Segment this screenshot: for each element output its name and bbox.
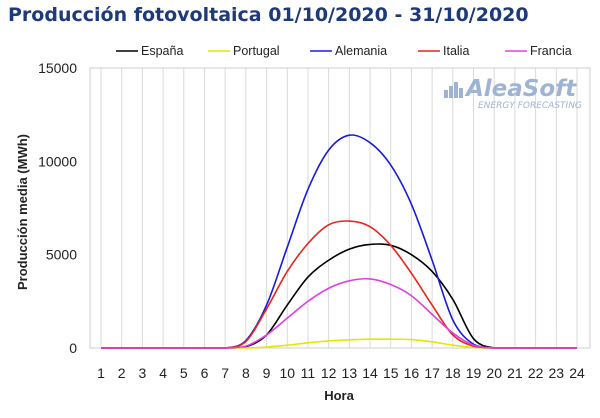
x-tick-label: 12 [321, 365, 337, 381]
x-axis-label: Hora [324, 388, 354, 403]
logo-bar [444, 90, 448, 98]
logo-bar [449, 86, 453, 98]
x-tick-label: 24 [569, 365, 585, 381]
x-tick-label: 18 [445, 365, 461, 381]
x-tick-label: 9 [263, 365, 271, 381]
y-tick-label: 5000 [46, 247, 77, 263]
x-tick-label: 21 [507, 365, 523, 381]
legend-item-portugal: Portugal [208, 44, 280, 58]
legend-label: Francia [530, 44, 572, 58]
series-line-francia [101, 277, 577, 349]
x-tick-label: 20 [486, 365, 502, 381]
legend-label: Portugal [233, 44, 280, 58]
x-tick-label: 1 [97, 365, 105, 381]
legend-item-alemania: Alemania [310, 44, 387, 58]
x-tick-label: 3 [138, 365, 146, 381]
y-tick-labels: 0 5000 10000 15000 [38, 60, 77, 356]
logo-bar [459, 88, 463, 98]
series-line-portugal [101, 338, 577, 349]
x-tick-label: 13 [342, 365, 358, 381]
chart-title: Producción fotovoltaica 01/10/2020 - 31/… [8, 4, 529, 26]
legend: España Portugal Alemania Italia Francia [116, 44, 572, 58]
series-lines [101, 134, 577, 349]
x-tick-label: 23 [549, 365, 565, 381]
legend-item-francia: Francia [505, 44, 572, 58]
x-tick-label: 14 [362, 365, 378, 381]
x-tick-label: 17 [424, 365, 440, 381]
logo-tagline: ENERGY FORECASTING [478, 101, 582, 111]
logo-bar [454, 82, 458, 98]
bar-chart-icon [444, 82, 463, 98]
logo-name: AleaSoft [464, 76, 577, 102]
aleasoft-logo: AleaSoft ENERGY FORECASTING [444, 76, 582, 111]
x-tick-label: 6 [201, 365, 209, 381]
x-tick-label: 11 [301, 365, 316, 381]
legend-item-italia: Italia [418, 44, 469, 58]
x-tick-label: 16 [404, 365, 420, 381]
x-tick-label: 7 [221, 365, 229, 381]
x-tick-label: 22 [528, 365, 544, 381]
y-tick-label: 15000 [38, 60, 77, 76]
x-tick-labels: 1 2 3 4 5 6 7 8 9 10 11 12 13 14 15 16 17 18 19 20 21 22 23 24 [97, 365, 585, 381]
legend-label: Italia [443, 44, 469, 58]
y-axis-label: Producción media (MWh) [15, 134, 30, 290]
x-tick-label: 10 [279, 365, 295, 381]
series-line-españa [101, 243, 577, 349]
plot-border [89, 67, 591, 349]
x-tick-label: 19 [466, 365, 482, 381]
legend-item-españa: España [116, 44, 183, 58]
x-tick-label: 15 [383, 365, 399, 381]
legend-label: Alemania [335, 44, 387, 58]
x-tick-label: 5 [180, 365, 188, 381]
x-tick-label: 8 [242, 365, 250, 381]
x-tick-label: 4 [159, 365, 167, 381]
x-tick-label: 2 [118, 365, 126, 381]
y-tick-label: 0 [69, 340, 77, 356]
y-tick-label: 10000 [38, 153, 77, 169]
legend-label: España [141, 44, 183, 58]
series-line-alemania [101, 134, 577, 349]
plot-area [89, 67, 591, 349]
